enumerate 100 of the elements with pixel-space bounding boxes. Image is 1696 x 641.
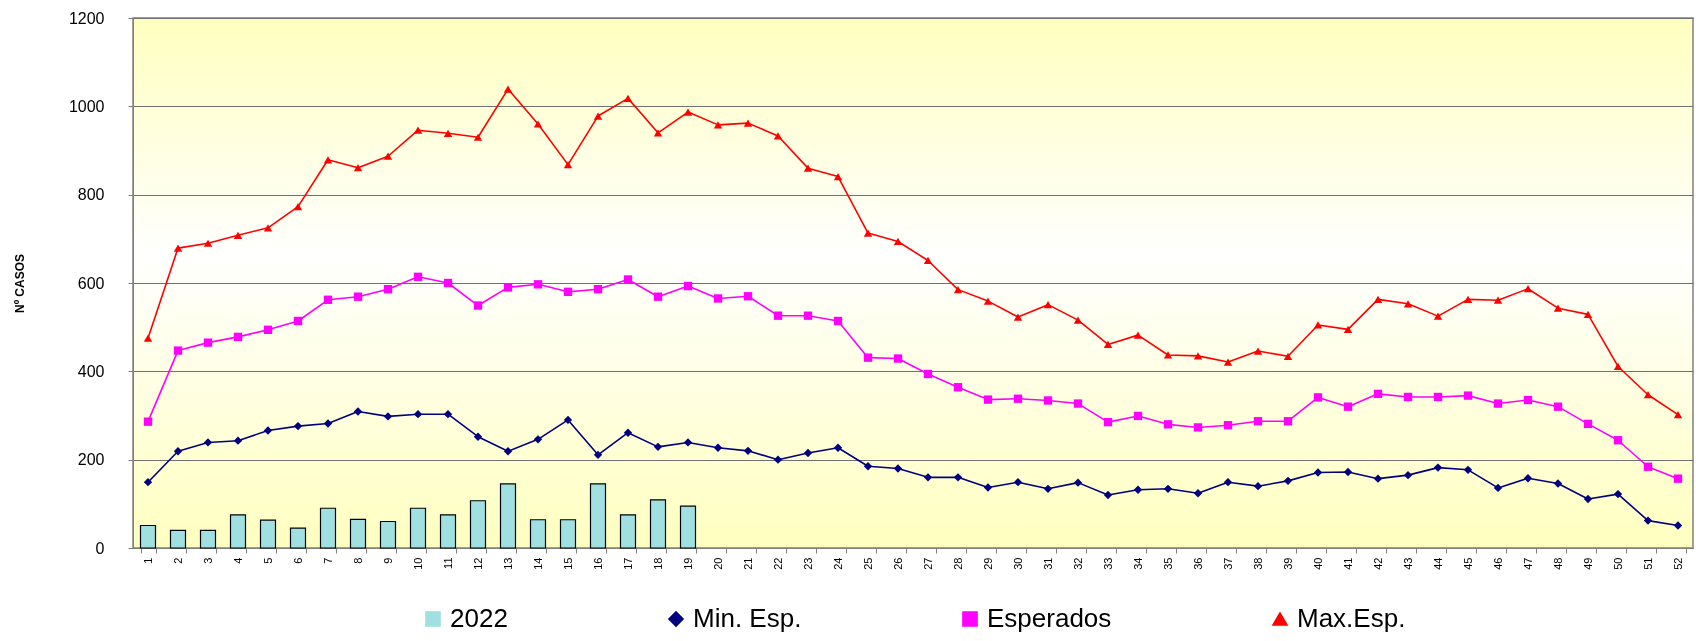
point: [1433, 312, 1443, 320]
point: [473, 133, 483, 141]
y-tick-label: 600: [77, 274, 105, 292]
point: [1013, 394, 1023, 403]
y-axis-title: Nº CASOS: [12, 253, 27, 314]
point: [773, 311, 783, 320]
point: [1073, 478, 1083, 487]
point: [1553, 304, 1563, 312]
x-tick-label: 32: [1071, 557, 1084, 570]
point: [743, 446, 753, 456]
point: [203, 438, 213, 447]
x-tick-label: 41: [1341, 557, 1354, 570]
point: [173, 447, 183, 456]
x-tick-label: 11: [441, 557, 454, 569]
bar: [139, 524, 157, 549]
point: [683, 281, 693, 291]
x-tick-label: 28: [951, 557, 964, 570]
x-tick-label: 50: [1611, 557, 1624, 570]
point: [653, 292, 663, 301]
point: [1043, 301, 1053, 309]
x-tick-label: 7: [321, 557, 334, 564]
x-tick-label: 40: [1311, 557, 1324, 570]
bar: [409, 507, 427, 549]
point: [593, 285, 603, 294]
point: [143, 417, 153, 426]
point: [1553, 479, 1563, 488]
point: [1613, 489, 1623, 499]
x-tick-label: 24: [831, 557, 844, 570]
point: [1343, 325, 1353, 333]
point: [203, 338, 213, 347]
point: [1283, 417, 1293, 426]
point: [1643, 462, 1653, 471]
x-tick-label: 46: [1491, 557, 1504, 570]
point: [863, 353, 873, 362]
point: [1283, 476, 1293, 486]
point: [1493, 296, 1503, 304]
point: [443, 278, 453, 288]
x-tick-label: 52: [1671, 557, 1684, 570]
point: [443, 409, 453, 419]
point: [1643, 391, 1653, 399]
bar: [589, 483, 607, 549]
point: [1163, 420, 1173, 429]
point: [263, 325, 273, 334]
point: [1613, 436, 1623, 445]
point: [563, 161, 573, 169]
point: [383, 285, 393, 294]
x-tick-label: 35: [1161, 557, 1174, 570]
point: [383, 152, 393, 160]
point: [1253, 481, 1263, 491]
x-tick-label: 21: [741, 557, 754, 570]
point: [263, 224, 273, 232]
x-tick-label: 18: [651, 557, 664, 570]
point: [1673, 410, 1683, 419]
point: [533, 280, 543, 289]
point: [623, 428, 633, 437]
point: [833, 316, 843, 326]
bar: [469, 500, 487, 549]
point: [923, 256, 933, 265]
bar: [649, 499, 667, 549]
x-tick-label: 19: [681, 557, 694, 570]
point: [773, 132, 783, 140]
point: [1223, 358, 1233, 366]
point: [1193, 489, 1203, 498]
point: [1583, 310, 1593, 318]
point: [683, 108, 693, 116]
point: [1493, 483, 1503, 493]
point: [443, 129, 453, 137]
point: [1103, 340, 1113, 349]
x-tick-label: 38: [1251, 557, 1264, 570]
point: [713, 443, 723, 452]
y-tick-label: 400: [77, 362, 105, 380]
point: [1073, 399, 1083, 408]
point: [1163, 351, 1173, 359]
point: [863, 229, 873, 237]
point: [203, 239, 213, 247]
y-tick-label: 1200: [68, 9, 105, 27]
point: [1523, 395, 1533, 405]
x-tick-label: 2: [171, 557, 184, 564]
point: [293, 316, 303, 326]
point: [1523, 474, 1533, 483]
x-tick-label: 8: [351, 557, 364, 564]
y-tick-label: 200: [77, 451, 105, 469]
point: [1673, 474, 1683, 483]
point: [173, 346, 183, 355]
x-tick-label: 3: [201, 557, 214, 564]
point: [713, 294, 723, 303]
point: [1343, 467, 1353, 477]
point: [1673, 521, 1683, 530]
point: [323, 419, 333, 428]
point: [773, 455, 783, 464]
point: [353, 164, 363, 172]
point: [323, 295, 333, 304]
point: [1373, 295, 1383, 303]
x-tick-label: 31: [1041, 557, 1054, 570]
point: [563, 415, 573, 425]
point: [983, 483, 993, 492]
bar: [259, 519, 277, 549]
point: [413, 126, 423, 134]
legend-label: 2022: [450, 603, 508, 633]
x-tick-label: 42: [1371, 557, 1384, 570]
